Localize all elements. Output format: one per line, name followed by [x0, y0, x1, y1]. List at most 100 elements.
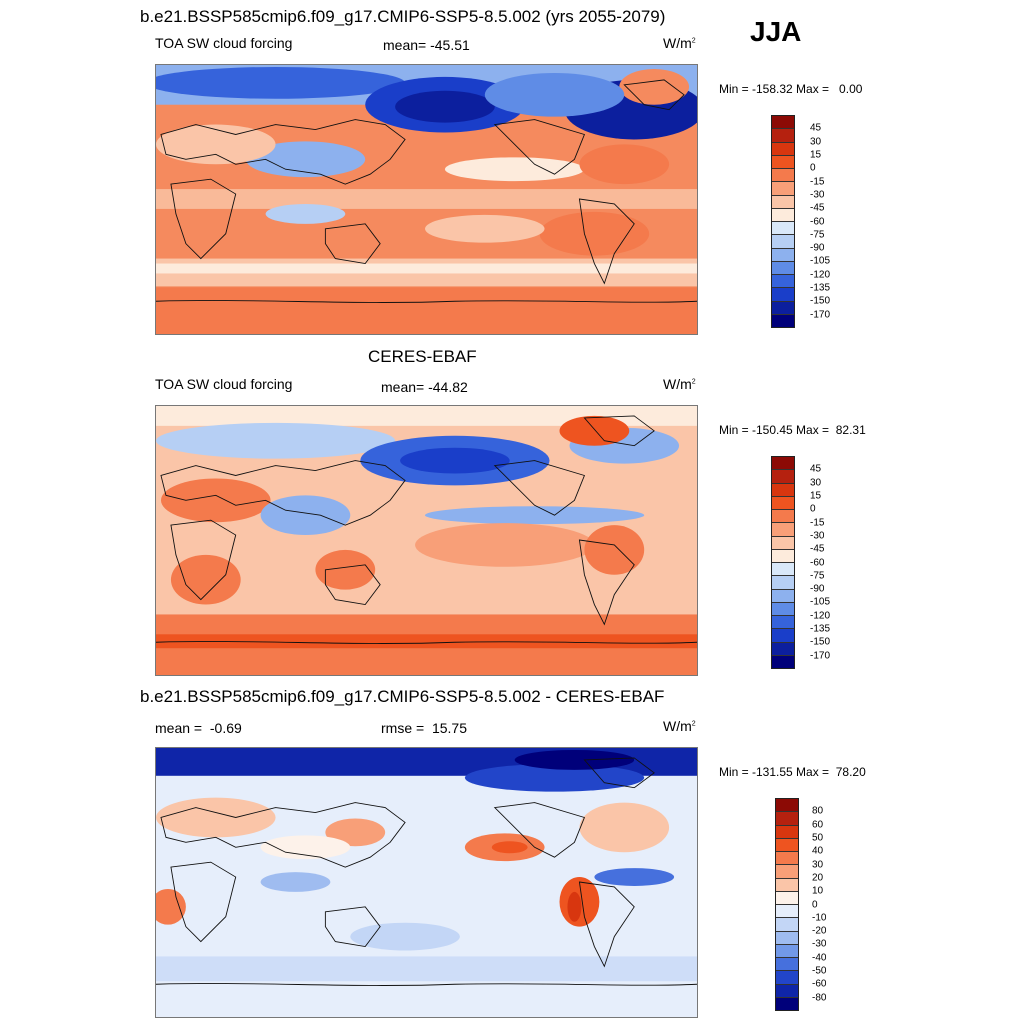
swatch — [776, 799, 798, 813]
swatch — [772, 169, 794, 183]
colorbar-label: -10 — [812, 912, 827, 924]
panel1-mean: mean= -45.51 — [383, 37, 470, 53]
swatch — [772, 536, 794, 550]
figure-title: b.e21.BSSP585cmip6.f09_g17.CMIP6-SSP5-8.… — [140, 7, 666, 26]
swatch — [772, 642, 794, 656]
swatch — [772, 616, 794, 630]
colorbar-label: 30 — [812, 859, 824, 871]
colorbar-label: -45 — [810, 202, 825, 214]
swatch — [772, 314, 794, 327]
panel2-colorbar — [771, 456, 795, 669]
panel3-mean: mean = -0.69 — [155, 720, 242, 736]
swatch — [776, 971, 798, 985]
swatch — [772, 248, 794, 262]
colorbar-label: -15 — [810, 176, 825, 188]
colorbar-label: -50 — [812, 965, 827, 977]
swatch — [772, 523, 794, 537]
colorbar-label: -30 — [810, 189, 825, 201]
swatch — [772, 549, 794, 563]
panel2-units: W/m2 — [663, 376, 696, 392]
colorbar-label: -75 — [810, 229, 825, 241]
swatch — [772, 142, 794, 156]
colorbar-label: 0 — [812, 899, 818, 910]
panel1-map-field — [156, 65, 697, 334]
colorbar-label: 80 — [812, 805, 824, 817]
colorbar-label: -15 — [810, 517, 825, 529]
swatch — [776, 878, 798, 892]
panel2-variable: TOA SW cloud forcing — [155, 376, 293, 392]
colorbar-label: 50 — [812, 832, 824, 844]
panel2-mean: mean= -44.82 — [381, 379, 468, 395]
swatch — [772, 301, 794, 315]
colorbar-label: -135 — [810, 282, 831, 294]
swatch — [772, 261, 794, 275]
panel2-title: CERES-EBAF — [368, 347, 477, 366]
colorbar-label: -170 — [810, 309, 831, 321]
colorbar-label: -120 — [810, 269, 831, 281]
swatch — [772, 235, 794, 249]
colorbar-label: 0 — [810, 162, 816, 174]
swatch — [776, 838, 798, 852]
colorbar-label: -170 — [810, 650, 831, 662]
colorbar-label: -60 — [810, 216, 825, 227]
colorbar-label: -120 — [810, 610, 831, 622]
colorbar-label: -75 — [810, 570, 825, 582]
colorbar-label: -90 — [810, 583, 825, 595]
panel1-colorbar — [771, 115, 795, 328]
panel2-minmax: Min = -150.45 Max = 82.31 — [719, 423, 866, 437]
panel3-rmse: rmse = 15.75 — [381, 720, 467, 736]
swatch — [776, 918, 798, 932]
colorbar-label: -60 — [812, 978, 827, 990]
swatch — [772, 288, 794, 302]
colorbar-label: -150 — [810, 295, 831, 307]
swatch — [772, 510, 794, 524]
panel1-minmax: Min = -158.32 Max = 0.00 — [719, 82, 863, 96]
swatch — [772, 655, 794, 668]
panel3-minmax: Min = -131.55 Max = 78.20 — [719, 765, 866, 779]
colorbar-label: -30 — [810, 530, 825, 542]
swatch — [776, 931, 798, 945]
swatch — [776, 905, 798, 919]
colorbar-label: 30 — [810, 136, 822, 148]
panel1-units: W/m2 — [663, 35, 696, 51]
swatch — [772, 182, 794, 196]
colorbar-label: 45 — [810, 463, 822, 475]
colorbar-label: -80 — [812, 992, 827, 1004]
swatch — [776, 984, 798, 998]
swatch — [776, 891, 798, 905]
colorbar-label: -90 — [810, 242, 825, 254]
panel3-colorbar — [775, 798, 799, 1011]
swatch — [772, 208, 794, 222]
panel1-map — [155, 64, 698, 335]
colorbar-label: -20 — [812, 925, 827, 937]
swatch — [772, 129, 794, 143]
swatch — [772, 155, 794, 169]
colorbar-label: -45 — [810, 543, 825, 555]
panel2-map — [155, 405, 698, 676]
colorbar-label: -30 — [812, 938, 827, 950]
panel3-map — [155, 747, 698, 1018]
swatch — [772, 576, 794, 590]
colorbar-label: 20 — [812, 872, 824, 884]
swatch — [772, 496, 794, 510]
swatch — [776, 812, 798, 826]
swatch — [776, 958, 798, 972]
colorbar-label: 15 — [810, 149, 822, 161]
colorbar-label: -150 — [810, 636, 831, 648]
colorbar-label: -40 — [812, 952, 827, 964]
swatch — [772, 629, 794, 643]
swatch — [776, 944, 798, 958]
swatch — [772, 483, 794, 497]
swatch — [776, 865, 798, 879]
colorbar-label: -105 — [810, 255, 831, 267]
swatch — [776, 997, 798, 1010]
swatch — [772, 602, 794, 616]
colorbar-label: -60 — [810, 557, 825, 568]
swatch — [772, 195, 794, 209]
swatch — [772, 116, 794, 130]
swatch — [772, 457, 794, 471]
swatch — [772, 470, 794, 484]
colorbar-label: 0 — [810, 503, 816, 515]
colorbar-label: -135 — [810, 623, 831, 635]
panel2-map-field — [156, 406, 697, 675]
